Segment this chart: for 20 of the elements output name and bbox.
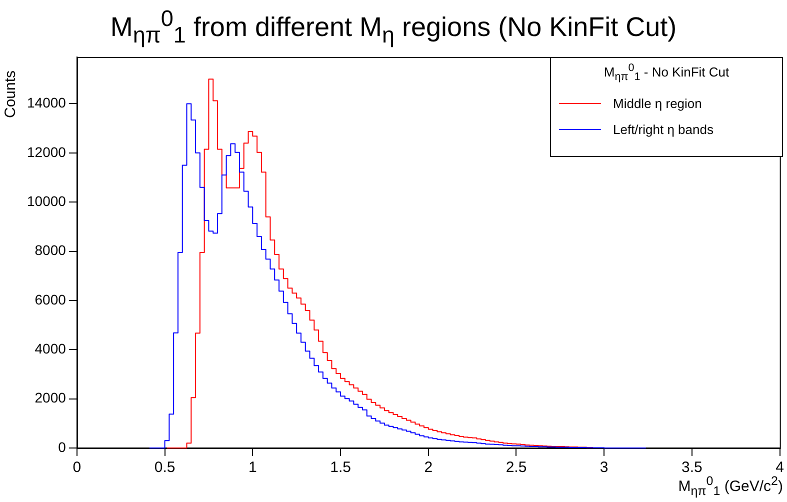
x-tick-label: 3 [600, 459, 608, 476]
y-tick-label: 8000 [34, 242, 66, 258]
y-tick-label: 0 [58, 438, 66, 455]
x-tick-label: 1.5 [330, 459, 351, 476]
x-tick-label: 4 [776, 459, 784, 476]
y-tick-label: 2000 [34, 390, 66, 406]
y-axis-title: Counts [2, 70, 19, 118]
y-tick-label: 10000 [26, 192, 66, 209]
y-tick-label: 14000 [26, 94, 66, 111]
legend-label: Middle η region [613, 96, 702, 112]
y-tick-label: 12000 [26, 144, 66, 160]
x-tick-label: 0 [72, 459, 82, 476]
legend-label: Left/right η bands [613, 122, 714, 138]
y-tick-label: 4000 [34, 340, 66, 356]
x-tick-label: 1 [248, 459, 257, 476]
x-tick-label: 2.5 [506, 459, 527, 476]
y-tick-label: 6000 [34, 291, 66, 308]
x-tick-label: 0.5 [154, 459, 176, 476]
x-tick-label: 2 [424, 459, 433, 476]
x-tick-label: 3.5 [682, 459, 702, 476]
